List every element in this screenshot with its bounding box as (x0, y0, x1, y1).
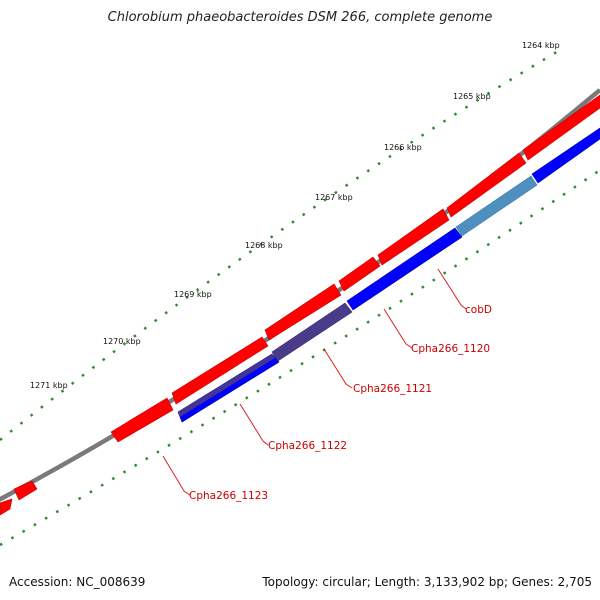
genome-summary-text: Topology: circular; Length: 3,133,902 bp… (262, 575, 592, 589)
kbp-label-1267: 1267 kbp (315, 193, 353, 202)
kbp-label-1266: 1266 kbp (384, 143, 422, 152)
gene-arrow-forward (522, 94, 600, 161)
forward-genes (0, 94, 600, 516)
gene-bar-highlight (455, 175, 538, 237)
leader-line-cpha266-1122 (239, 403, 269, 446)
gene-arrow-forward (0, 498, 13, 516)
gene-bar-reverse (531, 127, 600, 184)
gene-label-cpha266-1121: Cpha266_1121 (353, 383, 432, 395)
gene-arrow-forward (377, 208, 450, 266)
accession-text: Accession: NC_008639 (9, 575, 146, 589)
leader-line-cpha266-1121 (323, 348, 353, 389)
map-title: Chlorobium phaeobacteroides DSM 266, com… (107, 10, 493, 25)
leader-line-cpha266-1120 (383, 308, 413, 349)
inner-tick-ring (0, 168, 600, 547)
gene-label-cobd: cobD (465, 304, 492, 316)
gene-arrow-forward (338, 256, 381, 292)
gene-bar-highlight (271, 302, 353, 362)
kbp-label-1268: 1268 kbp (245, 241, 283, 250)
gene-arrow-forward (13, 480, 38, 501)
gene-arrow-forward (110, 397, 174, 443)
gene-arrow-forward (171, 336, 269, 405)
leader-line-cpha266-1123 (162, 455, 191, 496)
gene-bar-reverse (346, 227, 463, 311)
gene-arrow-forward (446, 152, 527, 218)
leader-line-cobd (437, 268, 467, 310)
kbp-label-1271: 1271 kbp (30, 381, 68, 390)
gene-arrow-forward (264, 283, 342, 341)
gene-label-cpha266-1123: Cpha266_1123 (189, 490, 268, 502)
kbp-label-1264: 1264 kbp (522, 41, 560, 50)
gene-label-cpha266-1120: Cpha266_1120 (411, 343, 490, 355)
gene-label-cpha266-1122: Cpha266_1122 (268, 440, 347, 452)
kbp-label-1269: 1269 kbp (174, 290, 212, 299)
reverse-genes (177, 127, 600, 423)
gene-bar-highlight (178, 354, 275, 417)
kbp-label-1270: 1270 kbp (103, 337, 141, 346)
kbp-label-1265: 1265 kbp (453, 92, 491, 101)
